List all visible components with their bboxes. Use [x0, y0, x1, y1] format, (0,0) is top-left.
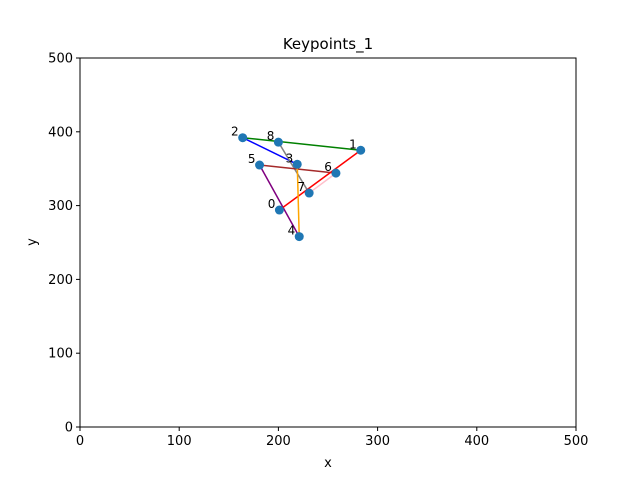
y-tick-label: 500 [48, 52, 73, 67]
y-tick-label: 300 [48, 199, 73, 214]
keypoint-label-1: 1 [349, 137, 357, 151]
y-tick-label: 400 [48, 125, 73, 140]
connection-line-2-3 [242, 137, 298, 165]
connection-line-8-7 [277, 141, 310, 194]
keypoint-7 [304, 188, 314, 198]
plot-area [80, 58, 576, 427]
keypoint-label-3: 3 [286, 151, 294, 165]
keypoint-4 [294, 232, 304, 242]
x-tick-label: 100 [167, 434, 192, 449]
y-tick-label: 0 [65, 421, 73, 436]
connection-line-7-6 [308, 172, 337, 194]
x-tick-label: 400 [464, 434, 489, 449]
y-axis-label: y [25, 238, 40, 246]
keypoint-6 [331, 168, 341, 178]
keypoint-label-6: 6 [324, 160, 332, 174]
keypoint-label-4: 4 [288, 224, 296, 238]
keypoint-label-7: 7 [298, 180, 306, 194]
x-tick-label: 300 [365, 434, 390, 449]
connection-line-3-4 [296, 164, 300, 237]
keypoint-0 [274, 205, 284, 215]
x-axis-label: x [324, 456, 332, 471]
plot-frame [79, 57, 577, 428]
keypoint-1 [356, 145, 366, 155]
x-tick-label: 200 [266, 434, 291, 449]
keypoint-8 [273, 137, 283, 147]
x-axis-ticks: 0 100 200 300 400 500 [76, 427, 589, 449]
keypoint-5 [255, 160, 265, 170]
keypoint-label-8: 8 [267, 129, 275, 143]
x-tick-label: 0 [76, 434, 84, 449]
connection-line-0-1 [278, 149, 362, 211]
keypoint-label-5: 5 [248, 152, 256, 166]
point-labels-layer: 0 1 2 3 4 5 6 7 8 [231, 125, 357, 238]
y-tick-label: 100 [48, 347, 73, 362]
keypoint-2 [238, 133, 248, 143]
x-tick-label: 500 [564, 434, 589, 449]
y-tick-label: 200 [48, 273, 73, 288]
chart-title: Keypoints_1 [283, 35, 373, 54]
connection-line-2-1 [242, 136, 361, 151]
connections-layer [242, 136, 362, 237]
keypoint-3 [292, 159, 302, 169]
connection-line-5-4 [258, 164, 300, 237]
y-axis-ticks: 0 100 200 300 400 500 [48, 52, 80, 436]
points-layer [238, 133, 366, 242]
keypoint-label-2: 2 [231, 125, 239, 139]
keypoint-label-0: 0 [268, 197, 276, 211]
